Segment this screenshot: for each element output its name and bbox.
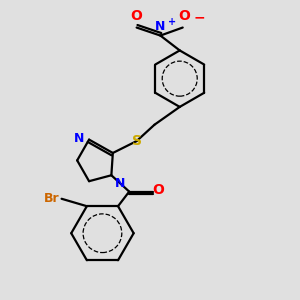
Text: S: S	[132, 134, 142, 148]
Text: N: N	[74, 132, 85, 145]
Text: O: O	[131, 9, 142, 23]
Text: −: −	[194, 10, 206, 24]
Text: N: N	[115, 177, 125, 190]
Text: O: O	[152, 183, 164, 197]
Text: +: +	[168, 17, 176, 27]
Text: O: O	[178, 9, 190, 23]
Text: N: N	[155, 20, 166, 33]
Text: Br: Br	[44, 192, 59, 205]
